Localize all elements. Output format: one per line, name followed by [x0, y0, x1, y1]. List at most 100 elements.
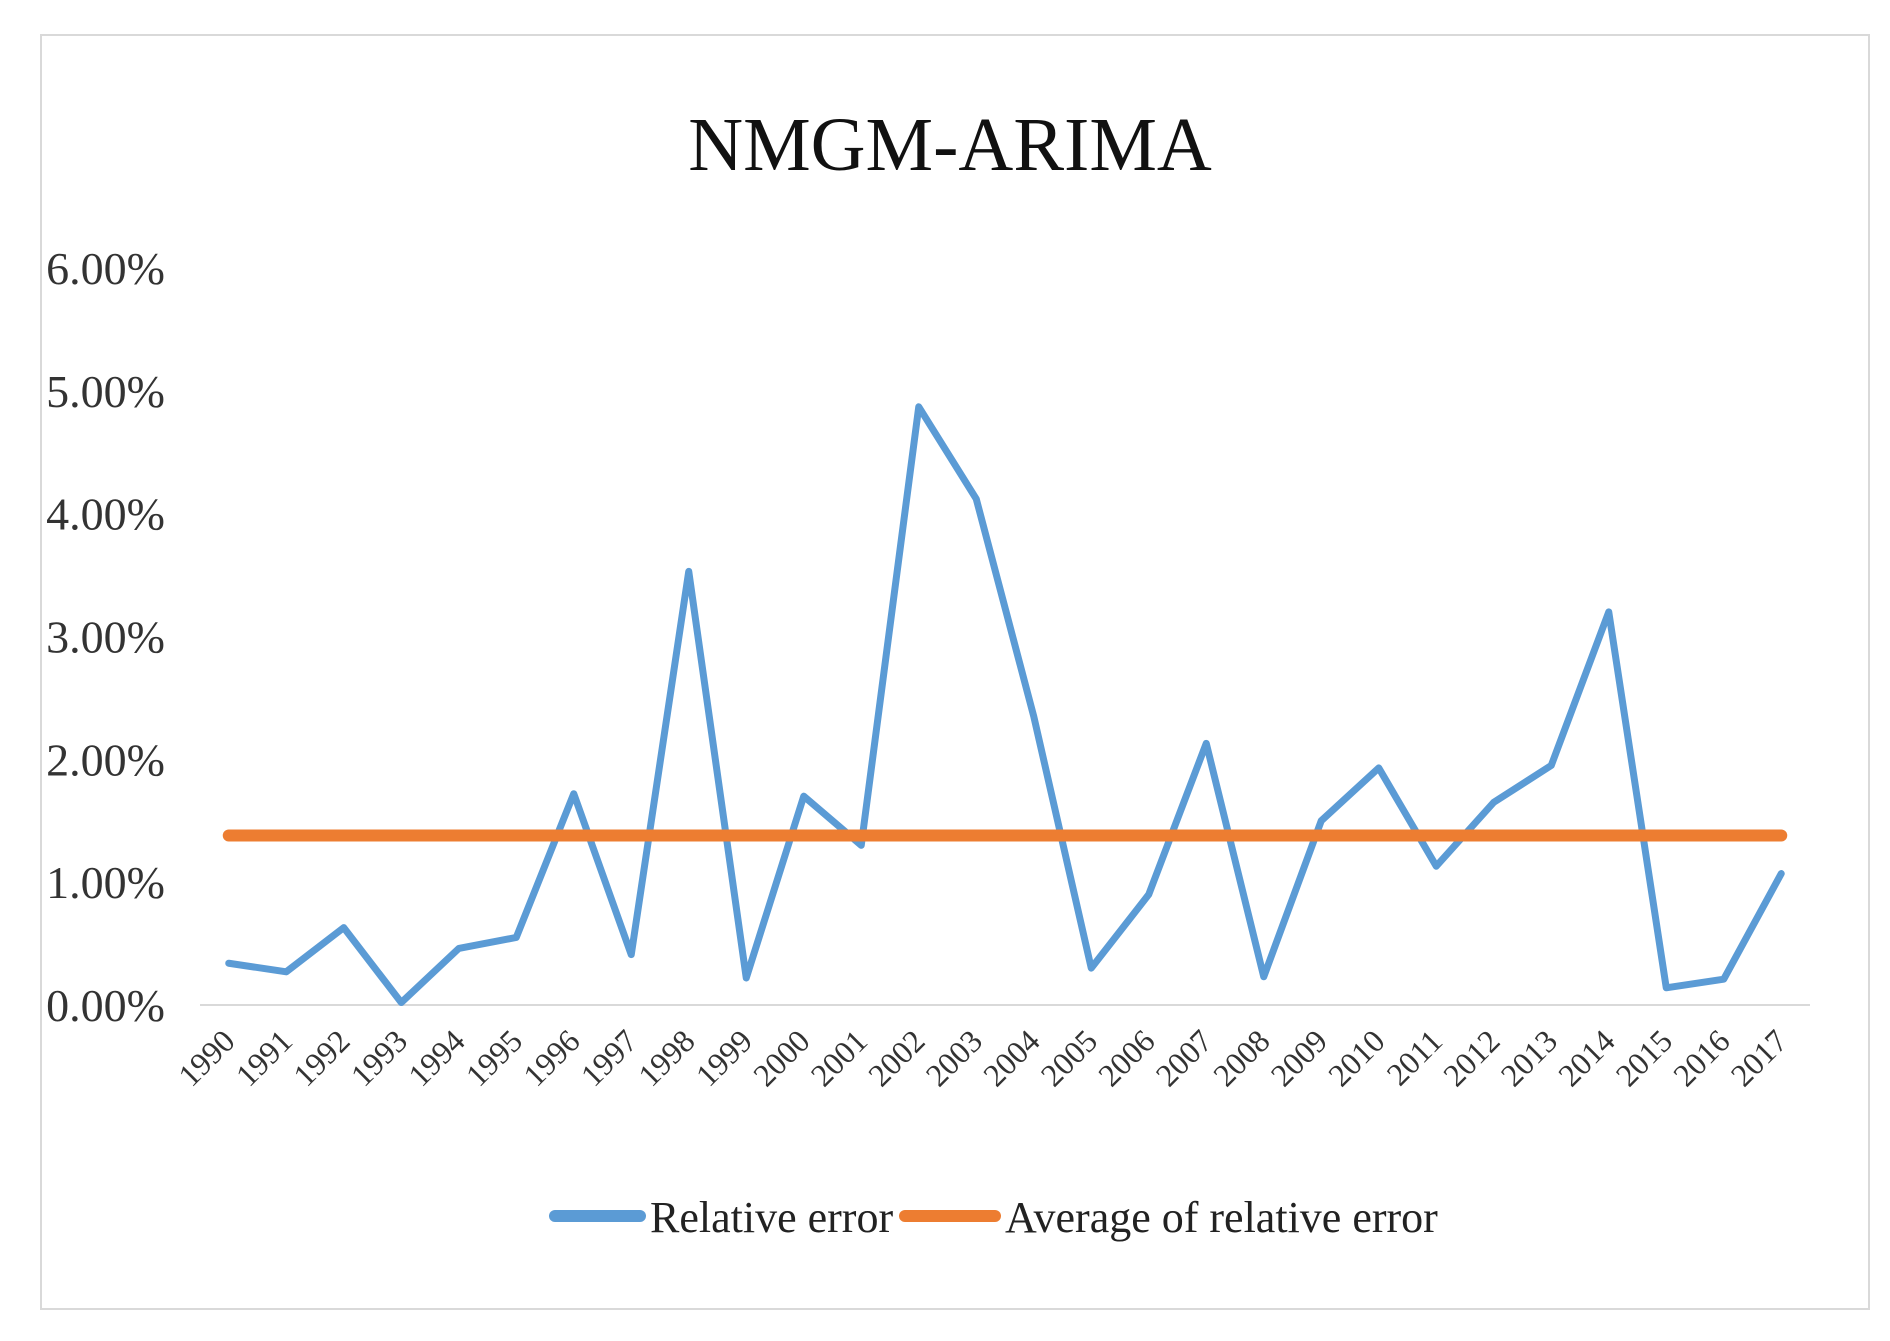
- y-tick-label: 2.00%: [46, 734, 165, 785]
- data-point: [1550, 834, 1552, 836]
- x-tick-label: 2013: [1493, 1022, 1564, 1093]
- x-tick-label: 2011: [1379, 1022, 1449, 1092]
- data-point: [688, 570, 690, 572]
- data-point: [1148, 893, 1150, 895]
- data-point: [745, 977, 747, 979]
- data-point: [975, 834, 977, 836]
- data-point: [1148, 834, 1150, 836]
- data-point: [1205, 742, 1207, 744]
- x-tick-label: 1990: [171, 1022, 242, 1093]
- x-tick-label: 2003: [918, 1022, 989, 1093]
- x-tick-label: 2012: [1436, 1022, 1507, 1093]
- data-point: [688, 834, 690, 836]
- x-axis-ticks: 1990199119921993199419951996199719981999…: [171, 1022, 1794, 1093]
- data-point: [1320, 820, 1322, 822]
- data-point: [1090, 834, 1092, 836]
- x-tick-label: 2016: [1666, 1022, 1737, 1093]
- data-point: [803, 834, 805, 836]
- x-tick-label: 1996: [516, 1022, 587, 1093]
- data-point: [745, 834, 747, 836]
- x-tick-label: 1994: [401, 1022, 472, 1093]
- x-tick-label: 1991: [228, 1022, 299, 1093]
- x-tick-label: 2014: [1551, 1022, 1622, 1093]
- data-point: [1780, 834, 1782, 836]
- x-tick-label: 2015: [1608, 1022, 1679, 1093]
- x-tick-label: 2009: [1263, 1022, 1334, 1093]
- data-point: [918, 834, 920, 836]
- data-point: [400, 1002, 402, 1004]
- data-point: [458, 834, 460, 836]
- data-point: [285, 971, 287, 973]
- x-tick-label: 1999: [688, 1022, 759, 1093]
- x-tick-label: 2004: [976, 1022, 1047, 1093]
- y-axis-ticks: 0.00% 1.00% 2.00% 3.00% 4.00% 5.00% 6.00%: [46, 243, 165, 1031]
- data-point: [1090, 967, 1092, 969]
- data-point: [573, 793, 575, 795]
- y-tick-label: 6.00%: [46, 243, 165, 294]
- data-point: [458, 947, 460, 949]
- data-point: [1723, 834, 1725, 836]
- x-tick-label: 1993: [343, 1022, 414, 1093]
- data-point: [400, 834, 402, 836]
- x-tick-label: 2001: [803, 1022, 874, 1093]
- data-point: [1205, 834, 1207, 836]
- data-point: [918, 406, 920, 408]
- data-point: [975, 498, 977, 500]
- data-point: [1550, 764, 1552, 766]
- data-point: [573, 834, 575, 836]
- x-tick-label: 2008: [1206, 1022, 1277, 1093]
- data-point: [1723, 978, 1725, 980]
- data-point: [1608, 834, 1610, 836]
- data-point: [860, 844, 862, 846]
- legend: Relative error Average of relative error: [549, 1193, 1438, 1242]
- data-point: [1033, 834, 1035, 836]
- data-point: [285, 834, 287, 836]
- x-tick-label: 1992: [286, 1022, 357, 1093]
- y-tick-label: 5.00%: [46, 366, 165, 417]
- data-point: [1263, 834, 1265, 836]
- data-point: [228, 834, 230, 836]
- x-tick-label: 2006: [1091, 1022, 1162, 1093]
- data-point: [1378, 767, 1380, 769]
- data-point: [1493, 801, 1495, 803]
- data-point: [1665, 834, 1667, 836]
- x-tick-label: 2005: [1033, 1022, 1104, 1093]
- data-point: [1033, 715, 1035, 717]
- series-layer: [222, 403, 1788, 1007]
- x-tick-label: 2002: [861, 1022, 932, 1093]
- x-tick-label: 1997: [573, 1022, 644, 1093]
- y-tick-label: 4.00%: [46, 489, 165, 540]
- data-point: [343, 834, 345, 836]
- data-point: [1435, 865, 1437, 867]
- data-point: [1378, 834, 1380, 836]
- x-tick-label: 2017: [1723, 1022, 1794, 1093]
- data-point: [1608, 611, 1610, 613]
- chart-title: NMGM-ARIMA: [688, 103, 1212, 187]
- data-point: [630, 834, 632, 836]
- data-point: [1435, 834, 1437, 836]
- data-point: [1780, 873, 1782, 875]
- y-tick-label: 1.00%: [46, 857, 165, 908]
- x-tick-label: 2000: [746, 1022, 817, 1093]
- data-point: [1665, 987, 1667, 989]
- legend-label: Relative error: [650, 1193, 893, 1242]
- y-tick-label: 3.00%: [46, 612, 165, 663]
- x-tick-label: 1998: [631, 1022, 702, 1093]
- data-point: [803, 795, 805, 797]
- series-line-relative-error: [225, 403, 1785, 1007]
- data-point: [515, 834, 517, 836]
- y-tick-label: 0.00%: [46, 980, 165, 1031]
- data-point: [1263, 976, 1265, 978]
- x-tick-label: 1995: [458, 1022, 529, 1093]
- data-point: [860, 834, 862, 836]
- data-point: [343, 927, 345, 929]
- data-point: [630, 954, 632, 956]
- x-tick-label: 2007: [1148, 1022, 1219, 1093]
- data-point: [1493, 834, 1495, 836]
- data-point: [515, 936, 517, 938]
- x-tick-label: 2010: [1321, 1022, 1392, 1093]
- chart-frame: [40, 34, 1870, 1310]
- legend-label: Average of relative error: [1005, 1193, 1438, 1242]
- data-point: [1320, 834, 1322, 836]
